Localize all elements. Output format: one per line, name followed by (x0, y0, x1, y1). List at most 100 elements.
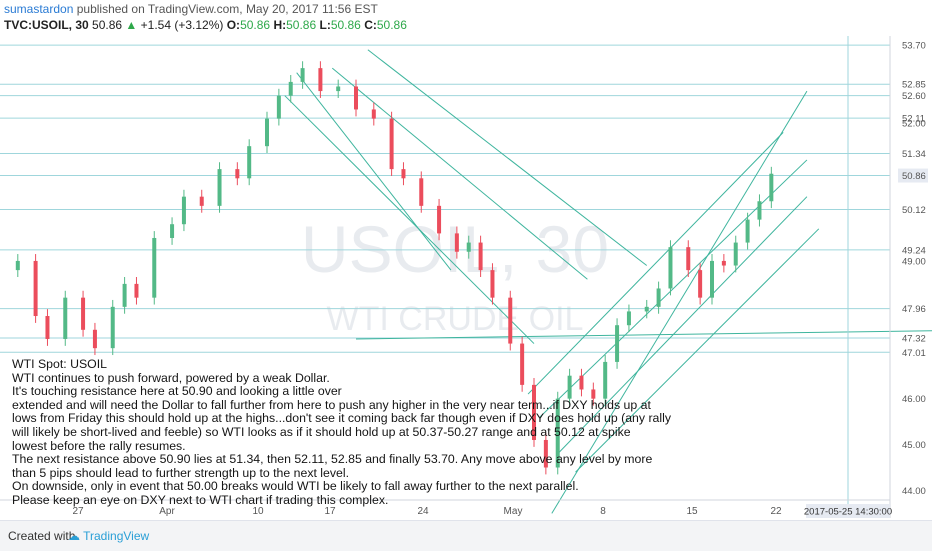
candle-body (567, 375, 572, 399)
candle-body (401, 169, 406, 179)
price-chart[interactable]: USOIL, 30 WTI CRUDE OIL 44.0045.0046.004… (0, 0, 932, 520)
time-tick-label: 8 (600, 506, 606, 517)
price-tick-label: 51.34 (902, 149, 926, 160)
candle-body (769, 173, 774, 202)
price-tick-label: 53.70 (902, 41, 926, 52)
candle-body (686, 247, 691, 271)
author-link[interactable]: sumastardon (4, 2, 74, 16)
candle-body (276, 95, 281, 119)
candle-body (603, 361, 608, 399)
price-tick-label: 50.12 (902, 205, 926, 216)
current-price-box (898, 168, 928, 183)
analysis-note: WTI Spot: USOIL WTI continues to push for… (12, 357, 672, 508)
trend-line-9[interactable] (551, 90, 808, 514)
time-tick-label: 22 (770, 506, 782, 517)
candle-body (555, 398, 560, 468)
chart-background (0, 36, 890, 518)
time-axis[interactable]: 27 Apr 10 17 24 May 8 15 22 (0, 499, 890, 517)
note-line: The next resistance above 50.90 lies at … (12, 452, 653, 467)
tradingview-logo[interactable]: ☁ TradingView (68, 529, 149, 543)
note-line: lows from Friday this should hold up at … (12, 411, 672, 426)
candle-body (134, 283, 139, 298)
low-value: 50.86 (330, 18, 361, 32)
candle-body (288, 81, 293, 96)
note-line: than 5 pips should lead to further stren… (12, 465, 350, 480)
candle-body (478, 242, 483, 271)
candle-body (721, 260, 726, 266)
note-line: WTI continues to push forward, powered b… (12, 370, 330, 385)
price-tick-label: 50.86 (902, 171, 926, 182)
candle-body (698, 270, 703, 298)
price-axis[interactable]: 44.00 45.00 46.00 47.01 47.32 47.96 49.0049.24… (889, 36, 928, 518)
candle-body (656, 288, 661, 307)
tradingview-brand: TradingView (83, 529, 150, 543)
publish-header: sumastardon published on TradingView.com… (4, 2, 378, 16)
candle-body (247, 146, 252, 179)
candle-body (33, 260, 38, 317)
price-tick-label: 52.00 (902, 119, 926, 130)
candle-body (615, 325, 620, 362)
price-tick-label: 49.24 (902, 245, 926, 256)
created-with-text: Created with (8, 529, 76, 543)
note-line: WTI Spot: USOIL (12, 357, 107, 371)
price-tick-label: 52.11 (902, 114, 925, 125)
symbol-name[interactable]: TVC:USOIL, 30 (4, 18, 89, 32)
candle-body (15, 260, 20, 271)
candle-body (437, 205, 442, 234)
note-line: will likely be short-lived and feeble) s… (12, 424, 631, 439)
candle-body (490, 270, 495, 298)
candle-body (466, 242, 471, 252)
open-value: 50.86 (240, 18, 271, 32)
price-series (15, 61, 774, 475)
price-tick-label: 47.32 (902, 334, 926, 345)
candle-body (81, 297, 86, 330)
footer-bar: Created with ☁ TradingView (0, 520, 932, 551)
trend-line-4[interactable] (296, 72, 452, 271)
crosshair-time-text: 2017-05-25 14:30:00 (804, 507, 892, 518)
candle-body (122, 283, 127, 307)
open-label: O: (226, 18, 241, 32)
candle-body (181, 196, 186, 225)
publish-info: published on TradingView.com, May 20, 20… (76, 2, 378, 16)
candle-body (668, 247, 673, 289)
crosshair-time-label: 2017-05-25 14:30:00 (804, 504, 892, 518)
time-tick-label: 27 (72, 506, 84, 517)
candle-body (579, 375, 584, 390)
candle-body (371, 109, 376, 119)
time-tick-label: 17 (324, 506, 336, 517)
candle-body (336, 86, 341, 92)
candle-body (92, 329, 97, 349)
candle-body (454, 233, 459, 252)
candle-body (199, 196, 204, 206)
close-label: C: (364, 18, 377, 32)
candle-body (745, 219, 750, 243)
candle-body (354, 86, 358, 110)
trend-line-6[interactable] (539, 159, 808, 418)
price-change: +1.54 (+3.12%) (140, 18, 224, 32)
price-tick-label: 49.00 (902, 256, 926, 267)
trend-line-5[interactable] (527, 132, 784, 395)
price-tick-label: 52.85 (902, 80, 926, 91)
candle-body (45, 316, 50, 339)
candle-body (626, 311, 631, 326)
high-label: H: (273, 18, 287, 32)
candle-body (300, 68, 305, 82)
candle-body (419, 178, 424, 206)
candle-body (63, 297, 68, 339)
trend-line-2[interactable] (331, 67, 588, 280)
candle-body (733, 242, 738, 266)
symbol-bar: TVC:USOIL, 30 50.86 ▲ +1.54 (+3.12%) O:5… (4, 18, 407, 32)
tradingview-cloud-icon: ☁ (68, 529, 80, 543)
price-tick-label: 44.00 (902, 486, 926, 497)
note-line: It's touching resistance here at 50.90 a… (12, 384, 342, 399)
trend-line-7[interactable] (557, 196, 808, 455)
candle-body (217, 169, 222, 206)
horizontal-levels[interactable] (0, 44, 890, 353)
candle-body (520, 343, 525, 385)
price-tick-label: 47.01 (902, 348, 926, 359)
trend-line-8[interactable] (575, 228, 820, 473)
candle-body (170, 224, 175, 238)
time-tick-label: 10 (252, 506, 264, 517)
watermark: USOIL, 30 WTI CRUDE OIL (301, 212, 609, 338)
trend-line-1[interactable] (367, 49, 648, 266)
